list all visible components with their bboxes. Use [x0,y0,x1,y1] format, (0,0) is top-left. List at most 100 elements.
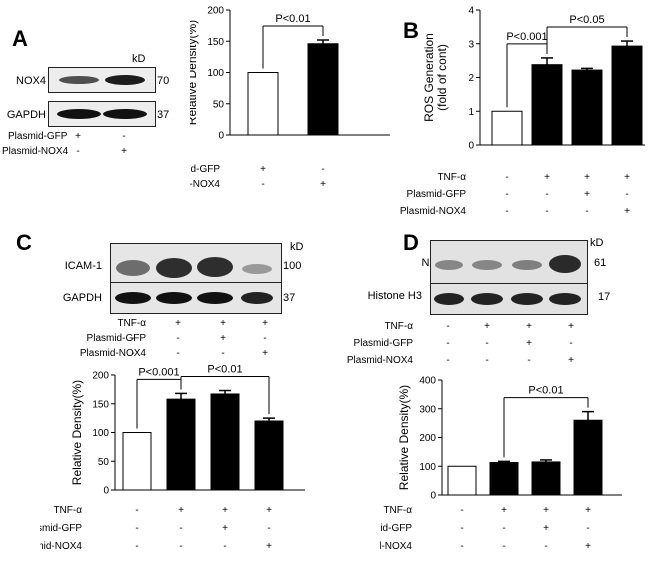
y-tick-label: 150 [207,37,224,48]
condition-sign: - [460,541,463,552]
y-tick-label: 150 [92,399,109,410]
condition-label: TNF-α [383,505,412,516]
y-tick-label: 300 [419,404,436,415]
kd-value-histone-h3: 17 [598,291,611,303]
kd-value-icam1: 100 [283,260,302,272]
condition-sign: - [267,523,270,534]
y-tick-label: 0 [430,491,436,502]
y-tick-label: 4 [468,6,474,17]
condition-sign: + [584,189,590,200]
condition-sign: - [135,523,138,534]
blot-cond-sign: - [176,333,180,344]
blot-cond-sign: + [484,321,490,332]
condition-sign: - [505,172,508,183]
bar [491,110,523,146]
condition-sign: - [261,179,264,190]
blot-row-label-gapdh-c: GAPDH [62,292,102,304]
y-tick-label: 0 [218,131,224,142]
condition-sign: - [545,189,548,200]
y-axis-label: ROS Generation [422,33,436,122]
y-tick-label: 50 [98,457,110,468]
y-tick-label: 1 [468,107,474,118]
blot-cond-sign: - [176,348,180,359]
blot-cond-label-tnf-c: TNF-α [117,318,146,329]
y-tick-label: 0 [103,486,109,497]
condition-sign: + [222,505,228,516]
panel-label-a: A [12,26,28,51]
p-value-label: P<0.01 [207,364,242,376]
chart-b-plot: 0 1 2 3 4 ROS Generation (fold of cont) P<0.001… [400,6,645,217]
blot-row-label-histone-h3: Histone H3 [367,290,422,302]
kd-value-nox4: 70 [157,75,170,87]
chart-d-plot: 0 100 200 300 400 Relative Density(%) P<0.01 TN… [380,376,622,552]
condition-sign: - [545,206,548,217]
condition-sign: - [179,541,182,552]
y-axis-label: Relative Density(%) [397,385,411,490]
blot-cond-sign: + [262,348,268,359]
blot-row-label-nox4: NOX4 [16,75,46,87]
condition-sign: + [544,172,550,183]
bar [247,72,279,136]
blot-cond-sign: - [221,348,225,359]
y-tick-label: 50 [213,99,225,110]
bar [489,462,519,496]
blot-cond-sign: + [526,338,532,349]
kd-value-nrf2: 61 [594,257,607,269]
kd-value-gapdh-c: 37 [283,292,296,304]
chart-a-plot: 0 50 100 150 200 Relative Density(%) P<0.01 Pla… [190,6,390,190]
p-value-label: P<0.05 [569,14,604,26]
blot-cond-label-plasmid-gfp-d: Plasmid-GFP [353,338,413,349]
condition-label: TNF-α [53,505,82,516]
condition-label: Plasmid-NOX4 [190,179,220,190]
y-tick-label: 3 [468,39,474,50]
blot-cond-sign: + [568,321,574,332]
kd-label-c: kD [290,241,304,253]
blot-cond-sign: - [76,146,80,157]
blot-band-nox4 [48,67,156,93]
blot-cond-sign: + [175,318,181,329]
panel-label-b: B [403,18,419,43]
y-tick-label: 2 [468,73,474,84]
blot-cond-label-plasmid-nox4-c: Plasmid-NOX4 [79,348,146,359]
blot-band-nrf2 [430,240,588,284]
condition-sign: + [543,505,549,516]
condition-sign: - [135,505,138,516]
condition-sign: + [584,172,590,183]
condition-sign: - [505,206,508,217]
condition-label: Plasmid-NOX4 [380,541,412,552]
condition-sign: + [320,179,326,190]
y-tick-label: 200 [207,6,224,17]
bar [573,419,603,496]
blot-cond-label-plasmid-nox4-d: Plasmid-NOX4 [346,355,413,366]
blot-cond-label-plasmid-gfp-a: Plasmid-GFP [8,131,68,142]
condition-sign: + [222,523,228,534]
condition-sign: - [223,541,226,552]
blot-cond-label-plasmid-nox4-a: Plasmid-NOX4 [2,146,69,157]
kd-value-gapdh-a: 37 [157,109,170,121]
condition-sign: + [266,541,272,552]
condition-sign: + [260,164,266,175]
chart-c-plot: 0 50 100 150 200 Relative Density(%) P<0.001 P<… [40,364,305,552]
condition-label: Plasmid-NOX4 [40,541,82,552]
blot-cond-sign: - [263,333,267,344]
condition-sign: + [624,206,630,217]
bar [611,45,643,146]
condition-label: Plasmid-GFP [40,523,82,534]
y-axis-label: Relative Density(%) [190,20,199,125]
bar [531,64,563,146]
condition-sign: - [460,523,463,534]
blot-cond-sign: - [131,333,135,344]
condition-sign: + [178,505,184,516]
condition-label: Plasmid-GFP [190,164,220,175]
bar [210,393,240,491]
y-tick-label: 200 [92,371,109,382]
blot-cond-sign: + [262,318,268,329]
condition-sign: - [586,523,589,534]
p-value-label: P<0.001 [138,366,179,378]
condition-label: Plasmid-NOX4 [400,206,466,217]
blot-row-label-gapdh-a: GAPDH [6,109,46,121]
y-axis-label: Relative Density(%) [70,380,84,485]
condition-sign: - [585,206,588,217]
panel-label-c: C [16,230,32,255]
blot-band-gapdh-c [110,282,282,314]
